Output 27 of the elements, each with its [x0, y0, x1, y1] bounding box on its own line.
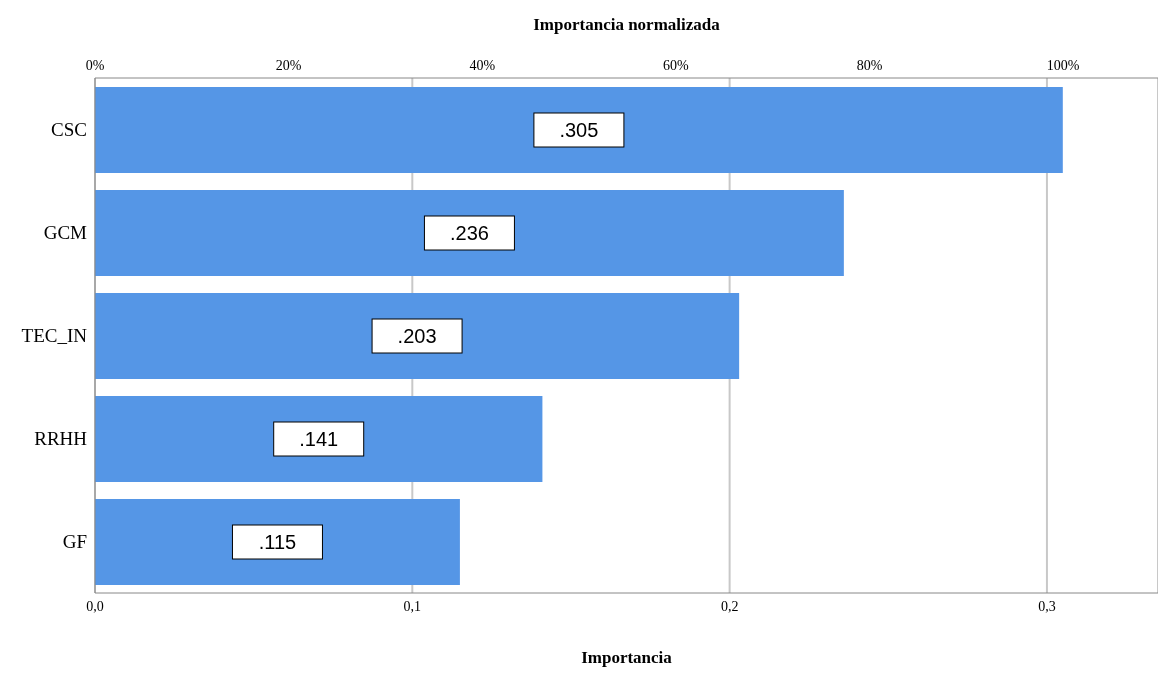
y-tick-label: GCM — [43, 222, 88, 244]
y-tick-label: TEC_IN — [21, 325, 88, 347]
bar — [95, 87, 1063, 173]
bar — [95, 293, 740, 379]
bar — [95, 396, 543, 482]
x2-tick-label: 80% — [856, 58, 883, 73]
y-tick-label: CSC — [51, 119, 87, 141]
x2-tick-label: 60% — [663, 58, 690, 73]
data-label: .305 — [559, 119, 599, 141]
bar — [95, 499, 460, 585]
x-tick-label: 0,0 — [86, 598, 104, 614]
x-tick-label: 0,3 — [1038, 598, 1056, 614]
data-label: .203 — [397, 325, 437, 347]
data-label: .141 — [299, 428, 339, 450]
y-tick-label: GF — [62, 531, 87, 553]
data-label: .236 — [449, 222, 489, 244]
x2-tick-label: 20% — [275, 58, 302, 73]
x2-tick-label: 0% — [85, 58, 105, 73]
data-label: .115 — [258, 531, 297, 553]
x2-tick-label: 100% — [1046, 58, 1080, 73]
x-tick-label: 0,2 — [720, 598, 739, 614]
y-tick-label: RRHH — [34, 428, 88, 450]
bar — [95, 190, 844, 276]
x-tick-label: 0,1 — [403, 598, 422, 614]
x-axis-title: Importancia — [581, 648, 673, 667]
x2-tick-label: 40% — [469, 58, 496, 73]
x2-axis-title: Importancia normalizada — [533, 15, 721, 35]
